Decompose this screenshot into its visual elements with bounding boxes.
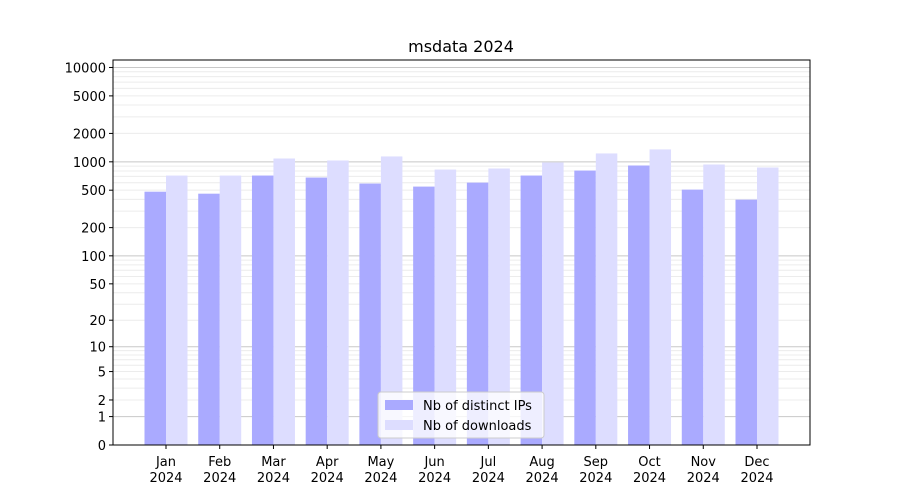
- legend: Nb of distinct IPs Nb of downloads: [377, 391, 545, 439]
- bar-downloads: [434, 169, 457, 445]
- x-tick-label: Dec 2024: [740, 455, 773, 486]
- legend-swatch: [385, 420, 413, 430]
- bar-downloads: [595, 153, 618, 445]
- bar-distinct-ips: [198, 193, 220, 445]
- y-tick-label: 5: [98, 366, 106, 381]
- legend-box: [377, 391, 545, 439]
- x-tick-label: Sep 2024: [579, 455, 612, 486]
- x-tick-label: Mar 2024: [257, 455, 290, 486]
- y-tick-label: 10000: [65, 61, 106, 76]
- bar-distinct-ips: [251, 175, 274, 445]
- y-tick-label: 1: [98, 411, 106, 426]
- y-tick-label: 500: [81, 184, 106, 199]
- bar-distinct-ips: [628, 165, 650, 445]
- y-tick-label: 200: [81, 222, 106, 237]
- y-tick-label: 5000: [73, 90, 106, 105]
- bar-distinct-ips: [144, 191, 166, 445]
- bar-downloads: [757, 167, 779, 445]
- x-tick-label: Feb 2024: [203, 455, 236, 486]
- y-tick-label: 20: [89, 314, 106, 329]
- bar-downloads: [703, 164, 725, 445]
- x-tick-label: Jun 2024: [418, 455, 451, 486]
- x-tick-label: May 2024: [364, 455, 397, 486]
- chart-title: msdata 2024: [408, 37, 514, 56]
- y-tick-label: 50: [89, 278, 106, 293]
- bar-downloads: [542, 162, 564, 446]
- y-tick-label: 10: [89, 341, 106, 356]
- x-tick-label: Jan 2024: [149, 455, 182, 486]
- bar-distinct-ips: [305, 177, 328, 445]
- bar-distinct-ips: [735, 199, 757, 445]
- x-tick-label: Jul 2024: [472, 455, 505, 486]
- bar-distinct-ips: [359, 183, 381, 445]
- bar-distinct-ips: [520, 175, 543, 445]
- legend-swatch: [385, 400, 413, 410]
- y-tick-label: 2000: [73, 127, 106, 142]
- x-tick-label: Aug 2024: [526, 455, 559, 486]
- bar-downloads: [649, 149, 672, 445]
- bar-downloads: [380, 156, 403, 445]
- bar-distinct-ips: [681, 189, 704, 445]
- legend-label: Nb of distinct IPs: [423, 399, 532, 414]
- x-tick-label: Oct 2024: [633, 455, 666, 486]
- bar-downloads: [273, 158, 295, 445]
- y-tick-label: 2: [98, 394, 106, 409]
- bar-downloads: [219, 175, 242, 445]
- axes-frame: [112, 59, 811, 446]
- y-tick-label: 100: [81, 250, 106, 265]
- bar-distinct-ips: [574, 170, 596, 445]
- bar-distinct-ips: [413, 186, 435, 446]
- bar-downloads: [327, 160, 349, 445]
- x-tick-label: Nov 2024: [687, 455, 720, 486]
- legend-label: Nb of downloads: [423, 419, 532, 434]
- x-tick-label: Apr 2024: [311, 455, 344, 486]
- bar-distinct-ips: [466, 182, 489, 445]
- bar-downloads: [488, 168, 510, 445]
- y-tick-label: 1000: [73, 156, 106, 171]
- y-tick-label: 0: [98, 439, 106, 454]
- bar-downloads: [166, 175, 188, 445]
